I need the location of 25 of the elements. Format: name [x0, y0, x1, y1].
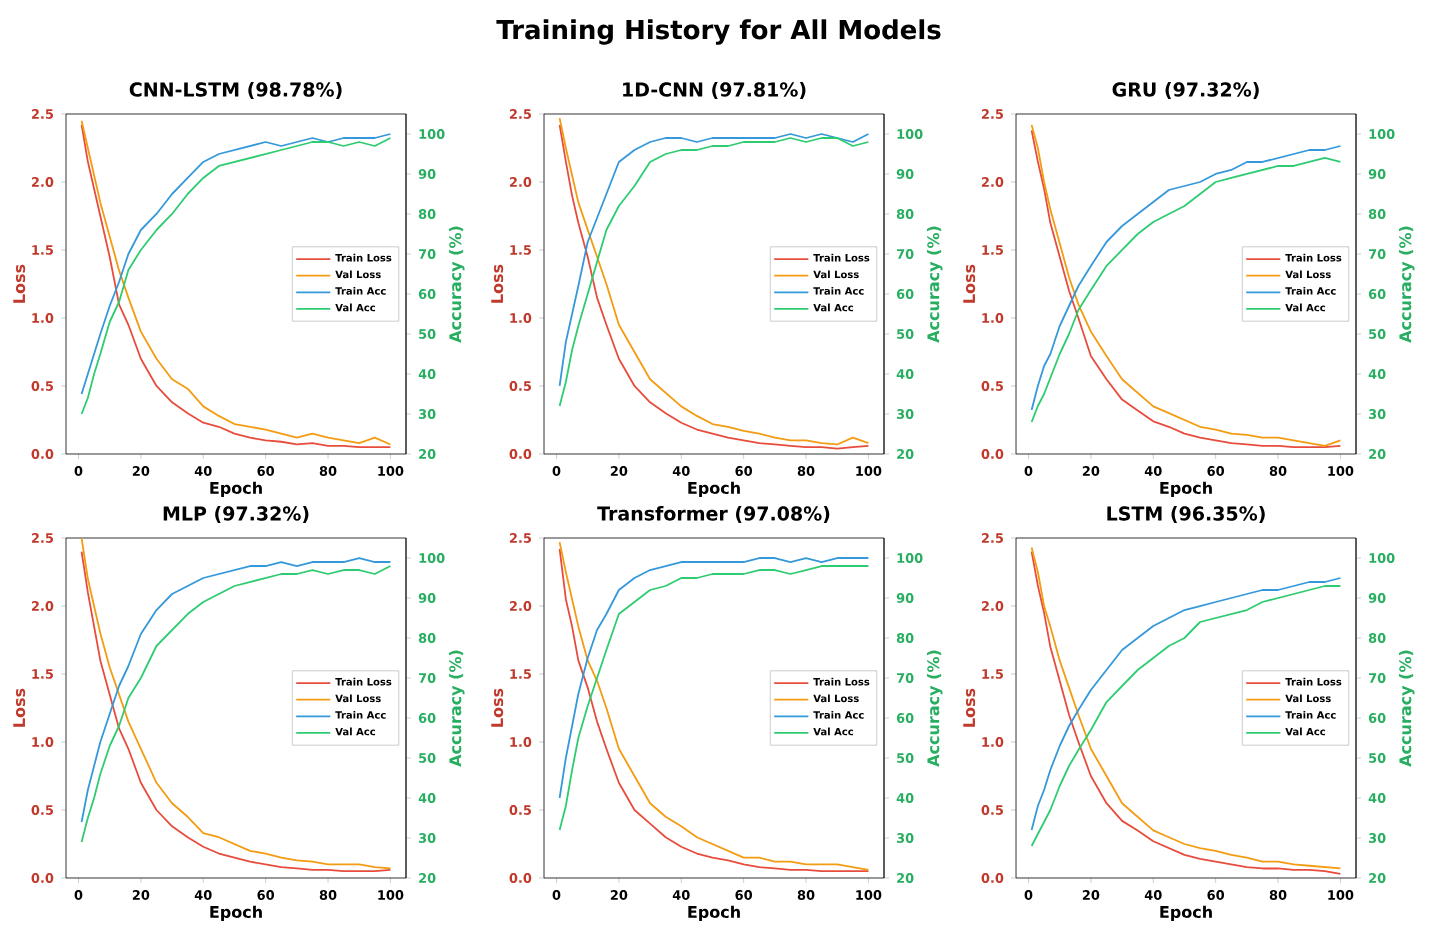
chart-title: CNN-LSTM (98.78%) [129, 82, 342, 99]
x-axis-title: Epoch [210, 481, 262, 498]
y-axis-title: Loss [491, 688, 504, 727]
x-axis-title: Epoch [210, 905, 262, 922]
y2-axis-title: Accuracy (%) [1398, 650, 1415, 767]
y-axis-title: Loss [491, 264, 504, 303]
chart-title: Transformer (97.08%) [597, 506, 830, 523]
y2-axis-title: Accuracy (%) [448, 650, 465, 767]
x-axis-title: Epoch [688, 905, 740, 922]
y2-axis-title: Accuracy (%) [926, 650, 943, 767]
y2-axis-title: Accuracy (%) [926, 226, 943, 343]
x-axis-title: Epoch [1160, 481, 1212, 498]
y-axis-title: Loss [963, 688, 976, 727]
y2-axis-title: Accuracy (%) [448, 226, 465, 343]
x-axis-title: Epoch [688, 481, 740, 498]
chart-title: MLP (97.32%) [163, 506, 309, 523]
y-axis-title: Loss [963, 264, 976, 303]
y2-axis-title: Accuracy (%) [1398, 226, 1415, 343]
y-axis-title: Loss [13, 688, 26, 727]
chart-title: 1D-CNN (97.81%) [623, 82, 806, 99]
x-axis-title: Epoch [1160, 905, 1212, 922]
text: Training History for All Models [496, 19, 941, 45]
y-axis-title: Loss [13, 264, 26, 303]
chart-title: LSTM (96.35%) [1107, 506, 1265, 523]
chart-title: GRU (97.32%) [1112, 82, 1259, 99]
